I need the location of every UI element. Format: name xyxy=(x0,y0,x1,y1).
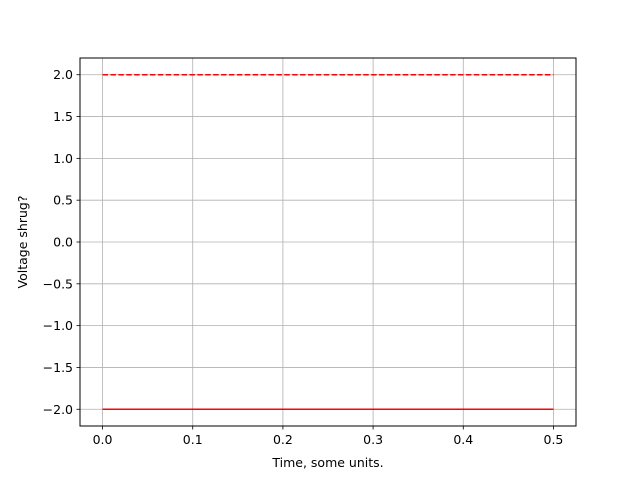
x-tick-label: 0.5 xyxy=(544,432,564,447)
y-tick-label: 1.5 xyxy=(53,109,73,124)
y-axis-label: Voltage shrug? xyxy=(15,196,30,289)
y-tick-label: −1.0 xyxy=(43,318,73,333)
y-tick-label: −2.0 xyxy=(43,402,73,417)
y-tick-label: 0.5 xyxy=(53,193,73,208)
ticks: 0.0 0.1 0.2 0.3 0.4 0.5 2.0 1.5 1.0 0.5 0.0 −0.5 −1.… xyxy=(43,67,564,447)
x-tick-label: 0.1 xyxy=(183,432,203,447)
y-tick-label: 1.0 xyxy=(53,151,73,166)
x-tick-label: 0.2 xyxy=(273,432,293,447)
grid xyxy=(80,58,576,426)
x-tick-label: 0.4 xyxy=(453,432,473,447)
series-lines xyxy=(102,73,554,411)
x-axis-label: Time, some units. xyxy=(271,455,383,470)
y-tick-label: 2.0 xyxy=(53,67,73,82)
x-tick-label: 0.0 xyxy=(93,432,113,447)
y-tick-label: −1.5 xyxy=(43,360,73,375)
y-tick-label: −0.5 xyxy=(43,276,73,291)
y-tick-label: 0.0 xyxy=(53,235,73,250)
x-tick-label: 0.3 xyxy=(363,432,383,447)
